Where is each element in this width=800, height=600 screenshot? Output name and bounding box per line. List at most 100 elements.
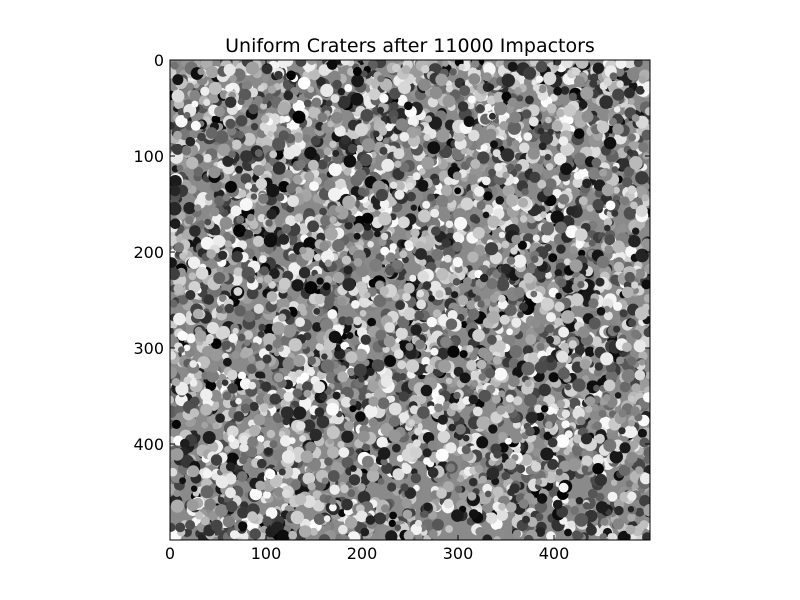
crater — [613, 106, 621, 113]
crater — [513, 254, 527, 268]
crater — [418, 179, 429, 191]
crater — [611, 209, 619, 217]
crater — [269, 268, 280, 279]
crater — [257, 85, 265, 92]
crater — [372, 200, 382, 210]
crater — [170, 327, 174, 335]
crater — [200, 485, 214, 499]
crater — [204, 498, 216, 511]
crater — [341, 255, 352, 265]
crater — [546, 412, 557, 424]
crater — [226, 500, 238, 513]
crater — [578, 100, 588, 110]
crater — [631, 383, 641, 393]
crater — [641, 194, 649, 202]
crater — [570, 293, 584, 307]
crater — [519, 142, 530, 154]
crater — [251, 342, 260, 351]
crater — [637, 428, 648, 438]
crater — [410, 324, 422, 336]
crater — [625, 480, 633, 488]
crater — [447, 345, 460, 358]
crater — [531, 461, 542, 472]
crater — [173, 312, 186, 326]
crater — [254, 371, 262, 379]
crater — [225, 96, 237, 108]
crater — [239, 88, 252, 101]
crater — [200, 388, 213, 401]
crater — [231, 350, 240, 360]
crater — [216, 266, 224, 274]
crater — [613, 261, 625, 273]
crater — [389, 87, 401, 100]
crater — [223, 231, 232, 241]
crater — [175, 115, 188, 128]
crater — [179, 252, 187, 260]
crater — [201, 421, 209, 429]
crater — [594, 473, 607, 487]
crater — [394, 180, 405, 192]
crater — [337, 371, 349, 383]
crater — [504, 458, 517, 470]
crater — [197, 220, 206, 230]
crater — [305, 441, 317, 453]
crater — [340, 535, 350, 540]
crater — [178, 128, 191, 141]
crater — [321, 477, 329, 485]
crater — [243, 310, 255, 323]
crater — [494, 102, 508, 116]
crater — [261, 96, 269, 105]
crater — [237, 371, 247, 380]
crater — [572, 177, 584, 188]
crater — [240, 173, 252, 185]
crater — [245, 61, 259, 75]
crater — [303, 99, 312, 108]
crater — [592, 62, 604, 74]
crater — [492, 149, 501, 158]
crater — [591, 336, 602, 347]
crater — [191, 485, 198, 492]
crater — [266, 429, 276, 439]
crater — [406, 126, 418, 139]
crater — [561, 60, 573, 69]
crater — [483, 191, 493, 201]
crater — [570, 505, 580, 515]
crater — [563, 448, 570, 456]
crater — [403, 307, 417, 321]
crater — [281, 224, 292, 234]
crater — [548, 253, 558, 263]
crater — [218, 294, 227, 302]
crater — [534, 500, 548, 513]
crater — [406, 191, 416, 202]
crater — [627, 67, 641, 81]
crater — [501, 148, 515, 162]
crater — [361, 274, 371, 284]
crater — [344, 316, 354, 326]
crater — [632, 227, 640, 235]
crater — [350, 465, 357, 472]
crater — [499, 121, 509, 131]
crater — [254, 95, 263, 105]
crater — [435, 448, 449, 462]
crater — [243, 339, 251, 347]
crater — [486, 466, 500, 480]
crater — [360, 527, 370, 537]
crater — [494, 367, 508, 381]
crater — [451, 291, 459, 299]
crater — [543, 431, 553, 441]
crater — [243, 330, 254, 340]
crater — [561, 409, 571, 418]
crater — [444, 176, 453, 186]
crater — [457, 313, 465, 322]
crater — [452, 257, 463, 268]
crater — [180, 438, 190, 449]
crater — [329, 531, 336, 539]
crater — [596, 255, 610, 269]
crater — [594, 362, 603, 371]
crater — [308, 68, 321, 81]
crater — [170, 448, 184, 461]
crater — [177, 330, 188, 341]
crater — [563, 104, 577, 117]
crater — [558, 326, 569, 338]
crater — [264, 163, 272, 171]
